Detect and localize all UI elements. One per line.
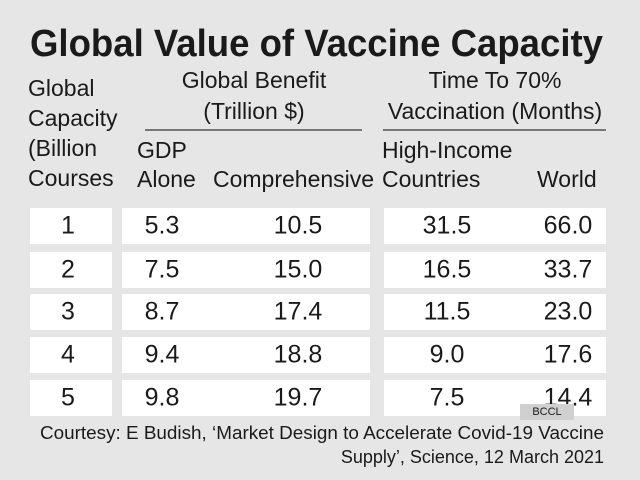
table-cell: 4 <box>61 341 75 369</box>
column-header: (Billion <box>28 135 97 161</box>
table-cell: 9.0 <box>430 341 465 369</box>
column-header: World <box>537 166 597 192</box>
table-body: 1 5.3 10.5 31.5 66.0 2 7.5 15.0 16.5 33.7 3 8.7 17.4… <box>30 208 606 416</box>
row-cell-bg <box>122 337 370 373</box>
group-header: (Trillion $) <box>203 98 304 124</box>
table-cell: 11.5 <box>424 298 471 326</box>
table-cell: 15.0 <box>274 256 323 284</box>
table-cell: 23.0 <box>544 298 593 326</box>
table-cell: 1 <box>61 212 75 240</box>
table-cell: 31.5 <box>423 212 472 240</box>
row-cell-bg <box>122 208 370 244</box>
row-cell-bg <box>30 208 112 244</box>
column-header: High-Income <box>382 137 512 163</box>
table-cell: 5 <box>61 384 75 412</box>
footnote: Courtesy: E Budish, ‘Market Design to Ac… <box>40 423 604 443</box>
title: Global Value of Vaccine Capacity <box>30 23 603 65</box>
table-cell: 2 <box>61 256 75 284</box>
table-cell: 3 <box>61 298 75 326</box>
table-cell: 33.7 <box>544 256 593 284</box>
table-cell: 17.6 <box>544 341 593 369</box>
table-cell: 5.3 <box>145 212 180 240</box>
table-cell: 10.5 <box>274 212 323 240</box>
group-header: Vaccination (Months) <box>388 98 602 124</box>
table-cell: 19.7 <box>274 384 323 412</box>
column-header: GDP <box>137 137 187 163</box>
row-cell-bg <box>384 337 606 373</box>
column-header: Global <box>28 75 94 101</box>
table-cell: 18.8 <box>274 341 323 369</box>
column-header: Comprehensive <box>213 166 374 192</box>
row-cell-bg <box>30 337 112 373</box>
table-cell: 66.0 <box>544 212 593 240</box>
column-header: Courses <box>28 165 114 191</box>
column-header: Capacity <box>28 105 118 131</box>
watermark-box <box>520 404 574 420</box>
table-cell: 7.5 <box>145 256 180 284</box>
row-cell-bg <box>384 208 606 244</box>
group-header: Global Benefit <box>182 67 327 93</box>
row-cell-bg <box>384 252 606 288</box>
row-cell-bg <box>122 380 370 416</box>
column-header: Alone <box>137 166 196 192</box>
table-cell: 7.5 <box>430 384 465 412</box>
row-cell-bg <box>30 380 112 416</box>
table-cell: 9.8 <box>145 384 180 412</box>
row-cell-bg <box>30 294 112 330</box>
table-cell: 8.7 <box>145 298 180 326</box>
row-cell-bg <box>122 294 370 330</box>
footnote: Supply’, Science, 12 March 2021 <box>341 447 604 467</box>
group-header: Time To 70% <box>429 67 562 93</box>
row-cell-bg <box>30 252 112 288</box>
table-cell: 16.5 <box>423 256 472 284</box>
table-cell: 17.4 <box>274 298 323 326</box>
table-cell: 9.4 <box>145 341 180 369</box>
watermark: BCCL <box>532 406 561 418</box>
column-header: Countries <box>382 166 480 192</box>
row-cell-bg <box>122 252 370 288</box>
row-cell-bg <box>384 294 606 330</box>
